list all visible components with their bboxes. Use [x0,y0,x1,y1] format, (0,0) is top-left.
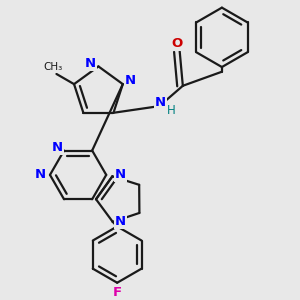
Text: N: N [125,74,136,88]
Text: F: F [112,286,122,298]
Text: N: N [52,141,63,154]
Text: N: N [35,168,46,182]
Text: O: O [171,37,182,50]
Text: N: N [85,57,96,70]
Text: N: N [115,215,126,228]
Text: N: N [155,97,166,110]
Text: CH₃: CH₃ [44,62,63,72]
Text: N: N [115,168,126,181]
Text: H: H [167,104,176,117]
